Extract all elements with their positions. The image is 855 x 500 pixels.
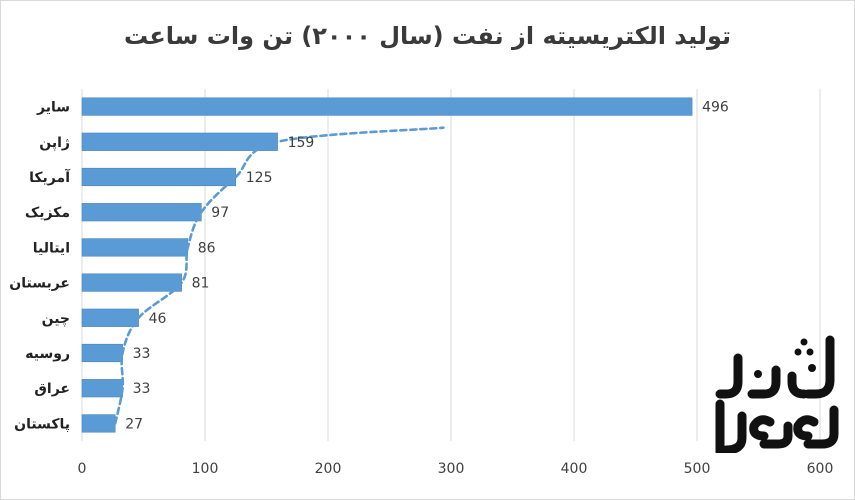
bar	[81, 343, 123, 363]
x-tick-label: 100	[192, 461, 219, 477]
value-label: 125	[246, 170, 273, 186]
x-tick-label: 300	[438, 461, 465, 477]
value-label: 81	[192, 276, 210, 292]
value-label: 496	[702, 100, 729, 116]
x-tick-label: 400	[561, 461, 588, 477]
category-label: عراق	[34, 381, 70, 397]
chart-title: تولید الکتریسیته از نفت (سال ۲۰۰۰) تن وا…	[123, 22, 732, 50]
trend-line	[113, 126, 445, 425]
value-label: 159	[288, 135, 315, 151]
bar	[81, 379, 123, 398]
category-label: آمریکا	[29, 168, 71, 186]
value-label: 27	[125, 416, 143, 432]
bar	[81, 97, 693, 116]
trend-curve	[113, 126, 445, 425]
value-label: 97	[211, 205, 229, 221]
category-label: ژاپن	[39, 135, 70, 151]
x-tick-label: 500	[684, 461, 711, 477]
bar	[81, 414, 116, 433]
x-tick-label: 600	[807, 461, 834, 477]
category-label: سایر	[36, 100, 70, 116]
bar	[81, 167, 237, 187]
value-label: 33	[133, 381, 151, 397]
value-label: 46	[149, 311, 167, 327]
bar	[81, 203, 202, 222]
bar	[81, 273, 182, 292]
x-tick-label: 0	[78, 461, 87, 477]
bars	[81, 97, 693, 433]
category-label: عربستان	[9, 276, 70, 292]
bar	[81, 308, 139, 327]
category-label: مکزیک	[25, 205, 70, 221]
watermark-logo	[715, 335, 839, 453]
category-label: ایتالیا	[33, 240, 70, 256]
x-tick-label: 200	[315, 461, 342, 477]
labels: 0 100 200 300 400 500 600 سایر 496 ژاپن 159 آمریکا 1…	[9, 100, 833, 477]
bar	[81, 238, 189, 257]
category-label: روسیه	[25, 346, 70, 362]
value-label: 86	[198, 240, 216, 256]
category-label: چین	[42, 311, 70, 327]
category-label: پاکستان	[14, 416, 70, 432]
bar	[81, 132, 278, 151]
value-label: 33	[133, 346, 151, 362]
